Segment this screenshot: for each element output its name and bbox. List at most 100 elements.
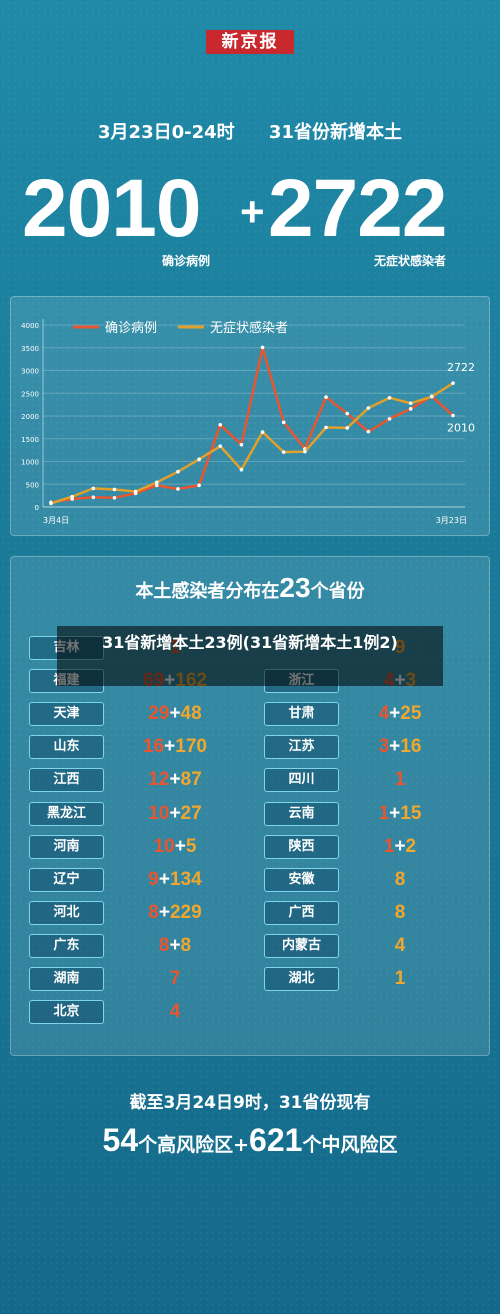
data-point <box>260 430 265 434</box>
data-point <box>70 494 74 499</box>
scope-text: 31省份新增本土 <box>268 122 402 143</box>
confirmed-count: 16 <box>143 736 165 757</box>
confirmed-count: 8 <box>158 935 170 956</box>
asymptomatic-count: 15 <box>400 803 422 824</box>
data-point <box>218 444 223 448</box>
data-point <box>239 467 244 472</box>
province-values: 7 <box>115 967 235 991</box>
asymptomatic-count: 48 <box>180 703 202 724</box>
plus-sign: + <box>158 869 170 890</box>
province-values: 8 <box>340 901 460 925</box>
asymptomatic-total: 2722 <box>268 163 447 254</box>
asymptomatic-count: 87 <box>180 769 202 790</box>
x-tick-label: 3月23日 <box>436 516 467 525</box>
province-values: 4 <box>115 1000 235 1024</box>
data-point <box>112 487 117 492</box>
province-label: 河南 <box>29 835 104 859</box>
y-tick-label: 0 <box>35 504 39 512</box>
series-line <box>50 382 454 505</box>
province-label: 黑龙江 <box>29 802 104 826</box>
asymptomatic-count: 8 <box>394 869 406 890</box>
header-subtitle: 3月23日0-24时 31省份新增本土 <box>0 118 500 144</box>
province-values: 29+48 <box>115 702 235 726</box>
confirmed-count: 10 <box>148 803 170 824</box>
confirmed-count: 4 <box>169 1001 181 1022</box>
province-label: 北京 <box>29 1000 104 1024</box>
mid-risk-count: 621 <box>249 1122 303 1158</box>
plus-sign: + <box>240 188 265 235</box>
confirmed-caption: 确诊病例 <box>162 254 211 268</box>
confirmed-count: 8 <box>148 902 159 923</box>
y-tick-label: 1500 <box>21 436 39 444</box>
high-risk-text: 个高风险区+ <box>138 1134 250 1156</box>
data-point <box>260 345 265 350</box>
distribution-title-post: 个省份 <box>310 581 365 602</box>
data-point <box>91 495 96 500</box>
province-values: 1+2 <box>340 835 460 859</box>
plus-sign: + <box>174 836 186 857</box>
data-point <box>281 450 286 454</box>
asymptomatic-count: 229 <box>169 902 202 923</box>
data-point <box>91 486 96 491</box>
province-values: 4 <box>340 934 460 958</box>
confirmed-count: 1 <box>383 836 395 857</box>
asymptomatic-count: 27 <box>180 803 202 824</box>
data-point <box>197 457 201 462</box>
province-values: 4+25 <box>340 702 460 726</box>
data-point <box>387 396 392 400</box>
y-tick-label: 4000 <box>21 322 39 330</box>
asymptomatic-count: 1 <box>394 968 406 989</box>
data-point <box>49 501 53 506</box>
legend-label: 确诊病例 <box>105 321 157 336</box>
confirmed-count: 29 <box>148 703 170 724</box>
province-label: 天津 <box>29 702 104 726</box>
mid-risk-text: 个中风险区 <box>302 1134 398 1156</box>
province-values: 16+170 <box>115 735 235 759</box>
province-values: 8+8 <box>115 934 235 958</box>
data-point <box>281 420 286 425</box>
confirmed-count: 1 <box>394 769 406 790</box>
province-label: 江苏 <box>264 735 339 759</box>
data-point <box>133 489 138 494</box>
plus-sign: + <box>169 769 181 790</box>
province-values: 1+15 <box>340 802 460 826</box>
y-tick-label: 2500 <box>21 390 39 398</box>
plus-sign: + <box>389 703 401 724</box>
confirmed-count: 9 <box>148 869 159 890</box>
asymptomatic-count: 134 <box>169 869 202 890</box>
province-values: 1 <box>340 967 460 991</box>
province-label: 四川 <box>264 768 339 792</box>
data-point <box>408 407 413 411</box>
province-values: 3+16 <box>340 735 460 759</box>
end-label: 2010 <box>447 422 475 435</box>
plus-sign: + <box>394 836 406 857</box>
data-point <box>218 422 223 427</box>
series-line <box>50 347 454 504</box>
plus-sign: + <box>169 803 181 824</box>
asymptomatic-count: 2 <box>405 836 417 857</box>
asymptomatic-count: 25 <box>400 703 422 724</box>
plus-sign: + <box>169 703 181 724</box>
footer-line2: 54个高风险区+621个中风险区 <box>0 1122 500 1159</box>
province-label: 安徽 <box>264 868 339 892</box>
province-label: 广东 <box>29 934 104 958</box>
province-label: 辽宁 <box>29 868 104 892</box>
y-tick-label: 500 <box>26 481 39 489</box>
data-point <box>154 480 159 485</box>
province-values: 10+5 <box>115 835 235 859</box>
data-point <box>154 483 159 488</box>
confirmed-count: 3 <box>378 736 390 757</box>
asymptomatic-count: 170 <box>175 736 207 757</box>
caption-overlay: 31省新增本土23例(31省新增本土1例2) <box>57 626 443 686</box>
asymptomatic-count: 8 <box>180 935 192 956</box>
data-point <box>451 381 455 385</box>
province-values: 9+134 <box>115 868 235 892</box>
province-label: 山东 <box>29 735 104 759</box>
footer-line1: 截至3月24日9时，31省份现有 <box>129 1093 371 1113</box>
data-point <box>324 395 328 399</box>
province-label: 广西 <box>264 901 339 925</box>
confirmed-count: 1 <box>378 803 390 824</box>
data-point <box>408 401 413 406</box>
y-tick-label: 3500 <box>21 345 39 353</box>
data-point <box>366 406 371 410</box>
